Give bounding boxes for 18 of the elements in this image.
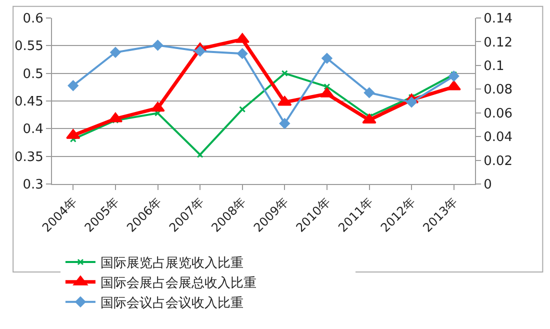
legend-label: 国际会议占会议收入比重 (100, 296, 244, 311)
y2-tick-label: 0.06 (484, 106, 513, 122)
y2-tick-label: 0.14 (484, 12, 513, 27)
y-tick-label: 0.45 (14, 94, 44, 110)
y2-tick-label: 0 (484, 178, 492, 193)
y-tick-label: 0.6 (22, 12, 44, 27)
y-tick-label: 0.5 (22, 66, 44, 82)
y2-tick-label: 0.02 (484, 154, 513, 169)
y-tick-label: 0.35 (14, 150, 44, 165)
y2-tick-label: 0.04 (484, 130, 513, 146)
y-tick-label: 0.55 (14, 39, 44, 54)
y2-tick-label: 0.1 (484, 58, 504, 74)
legend-label: 国际会展占会展总收入比重 (100, 276, 256, 291)
y2-tick-label: 0.12 (484, 35, 513, 50)
y2-tick-label: 0.08 (484, 82, 513, 98)
y-tick-label: 0.4 (22, 122, 44, 138)
y-tick-label: 0.3 (22, 178, 44, 193)
legend-label: 国际展览占展览收入比重 (100, 256, 244, 272)
